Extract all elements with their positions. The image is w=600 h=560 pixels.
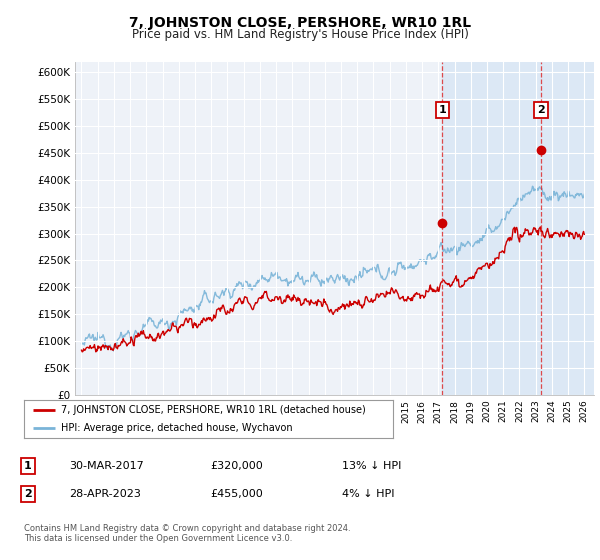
- Text: £455,000: £455,000: [210, 489, 263, 499]
- Text: Contains HM Land Registry data © Crown copyright and database right 2024.
This d: Contains HM Land Registry data © Crown c…: [24, 524, 350, 543]
- Text: 2: 2: [24, 489, 32, 499]
- Text: 2: 2: [537, 105, 545, 115]
- Bar: [442, 62, 597, 395]
- Text: 30-MAR-2017: 30-MAR-2017: [69, 461, 144, 471]
- Text: 1: 1: [24, 461, 32, 471]
- Text: 28-APR-2023: 28-APR-2023: [69, 489, 141, 499]
- Text: 7, JOHNSTON CLOSE, PERSHORE, WR10 1RL: 7, JOHNSTON CLOSE, PERSHORE, WR10 1RL: [129, 16, 471, 30]
- Text: 7, JOHNSTON CLOSE, PERSHORE, WR10 1RL (detached house): 7, JOHNSTON CLOSE, PERSHORE, WR10 1RL (d…: [61, 405, 365, 415]
- Text: 13% ↓ HPI: 13% ↓ HPI: [342, 461, 401, 471]
- Text: HPI: Average price, detached house, Wychavon: HPI: Average price, detached house, Wych…: [61, 423, 293, 433]
- Text: £320,000: £320,000: [210, 461, 263, 471]
- Text: 4% ↓ HPI: 4% ↓ HPI: [342, 489, 395, 499]
- Text: Price paid vs. HM Land Registry's House Price Index (HPI): Price paid vs. HM Land Registry's House …: [131, 28, 469, 41]
- Text: 1: 1: [439, 105, 446, 115]
